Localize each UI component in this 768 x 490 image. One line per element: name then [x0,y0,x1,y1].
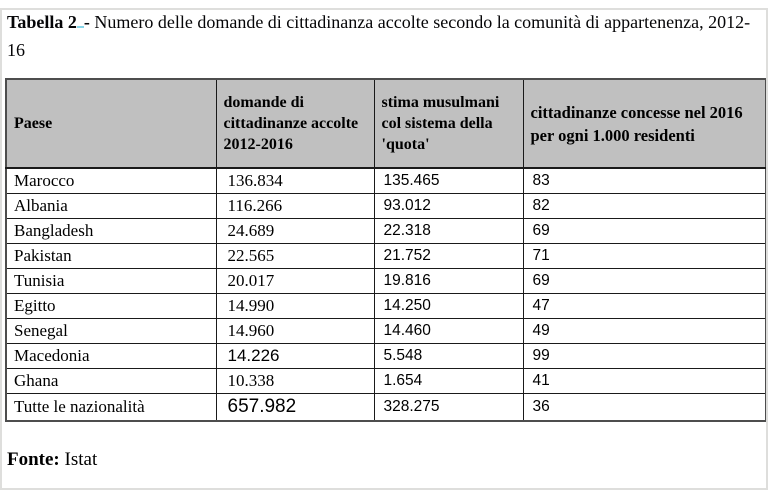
cell-concesse: 69 [522,267,767,294]
cell-paese: Ghana [5,367,217,394]
cell-stima: 21.752 [373,242,524,269]
cell-paese: Bangladesh [5,217,217,244]
cell-stima: 135.465 [373,167,524,194]
table-row: Bangladesh 24.689 22.318 69 [5,217,767,244]
cell-domande: 24.689 [215,217,375,244]
cell-stima: 22.318 [373,217,524,244]
cell-stima: 19.816 [373,267,524,294]
cell-stima: 328.275 [373,392,524,422]
cell-concesse: 69 [522,217,767,244]
table-row: Marocco 136.834 135.465 83 [5,167,767,194]
source-note: Fonte: Istat [7,449,768,471]
table-header-row: Paese domande di cittadinanze accolte 20… [5,78,767,169]
cell-concesse: 82 [522,192,767,219]
table-row: Macedonia 14.226 5.548 99 [5,342,767,369]
cell-paese: Macedonia [5,342,217,369]
source-value: Istat [64,449,98,470]
table-row: Senegal 14.960 14.460 49 [5,317,767,344]
cell-paese: Albania [5,192,217,219]
column-header-concesse: cittadinanze concesse nel 2016 per ogni … [522,78,767,169]
cell-stima: 14.250 [373,292,524,319]
cell-concesse: 49 [522,317,767,344]
cell-domande: 14.990 [215,292,375,319]
spellcheck-underline [76,12,84,28]
cell-domande: 116.266 [215,192,375,219]
table-caption-text: Numero delle domande di cittadinanza acc… [7,12,751,60]
cell-concesse: 36 [522,392,767,422]
column-header-stima: stima musulmani col sistema della 'quota… [373,78,524,169]
cell-paese: Marocco [5,167,217,194]
column-header-paese: Paese [5,78,217,169]
table-row: Tutte le nazionalità 657.982 328.275 36 [5,392,767,422]
cell-stima: 1.654 [373,367,524,394]
table-row: Albania 116.266 93.012 82 [5,192,767,219]
cell-stima: 5.548 [373,342,524,369]
cell-domande: 657.982 [215,392,375,422]
document-page: { "page": { "title_bold": "Tabella 2", "… [0,8,768,490]
cell-paese: Tutte le nazionalità [5,392,217,422]
table-row: Tunisia 20.017 19.816 69 [5,267,767,294]
table-caption: Tabella 2- Numero delle domande di citta… [7,8,755,64]
cell-domande: 14.960 [215,317,375,344]
cell-domande: 14.226 [215,342,375,369]
table-row: Ghana 10.338 1.654 41 [5,367,767,394]
cell-concesse: 83 [522,167,767,194]
cell-paese: Tunisia [5,267,217,294]
cell-domande: 10.338 [215,367,375,394]
table-caption-number: Tabella 2 [7,12,77,32]
column-header-domande: domande di cittadinanze accolte 2012-201… [215,78,375,169]
cell-concesse: 47 [522,292,767,319]
cell-concesse: 71 [522,242,767,269]
cell-stima: 93.012 [373,192,524,219]
cell-paese: Egitto [5,292,217,319]
cell-domande: 136.834 [215,167,375,194]
cell-paese: Senegal [5,317,217,344]
cell-paese: Pakistan [5,242,217,269]
table-caption-dash: - [83,12,95,32]
cell-concesse: 99 [522,342,767,369]
cell-domande: 20.017 [215,267,375,294]
table-row: Egitto 14.990 14.250 47 [5,292,767,319]
table-row: Pakistan 22.565 21.752 71 [5,242,767,269]
cell-stima: 14.460 [373,317,524,344]
source-label: Fonte: [7,449,60,470]
cell-domande: 22.565 [215,242,375,269]
citizenship-table: Paese domande di cittadinanze accolte 20… [5,78,767,422]
cell-concesse: 41 [522,367,767,394]
